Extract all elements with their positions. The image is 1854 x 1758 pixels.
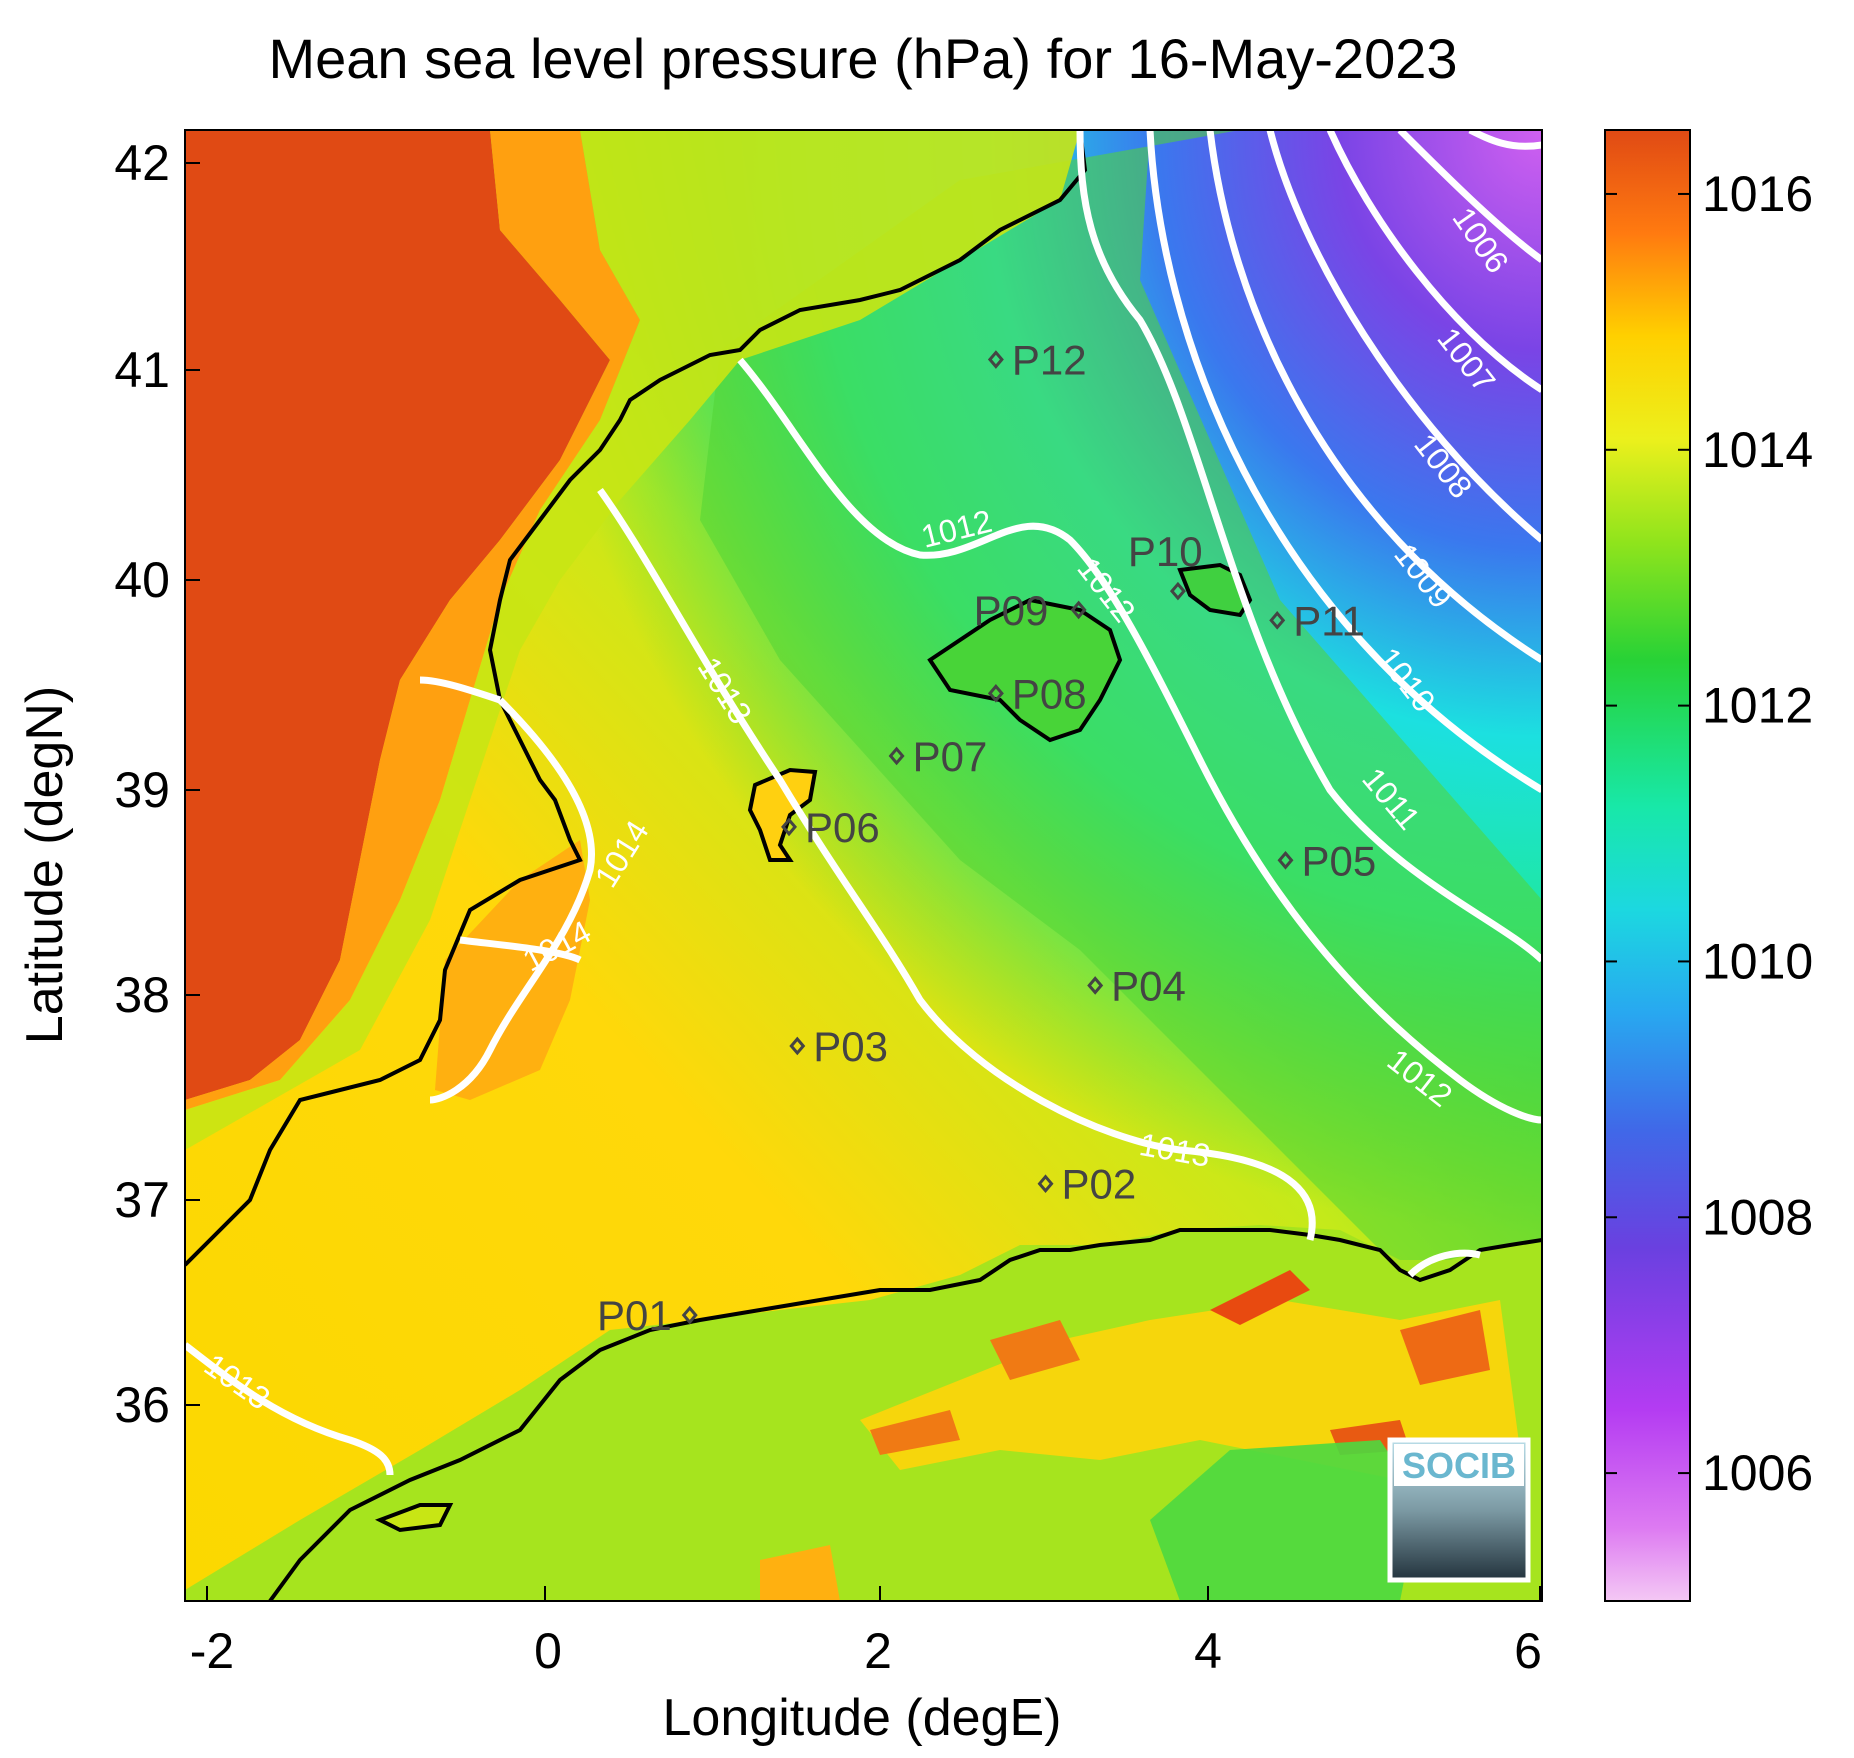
y-tick-label: 42: [114, 135, 170, 191]
point-label: P01: [597, 1292, 672, 1339]
point-label: P09: [974, 587, 1049, 634]
map-area: 1006 1007 1008 1009 1010 1011 1012 1012 …: [185, 130, 1542, 1601]
colorbar-tick-label: 1014: [1702, 422, 1813, 478]
point-label: P07: [913, 733, 988, 780]
point-marker-p06: [781, 817, 798, 837]
y-tick-label: 37: [114, 1172, 170, 1228]
colorbar-gradient: [1604, 129, 1691, 1602]
point-marker-p02: [1037, 1174, 1054, 1194]
point-marker-p05: [1277, 850, 1294, 870]
y-tick-label: 36: [114, 1377, 170, 1433]
y-axis-label: Latitude (degN): [16, 686, 74, 1044]
point-label: P04: [1111, 962, 1186, 1009]
x-tick-label: 2: [864, 1623, 892, 1679]
y-tick-label: 41: [114, 342, 170, 398]
colorbar-tick-label: 1016: [1702, 166, 1813, 222]
point-label: P06: [805, 804, 880, 851]
point-label: P08: [1012, 670, 1087, 717]
isobar-contours: [185, 130, 1542, 1476]
point-label: P03: [813, 1023, 888, 1070]
x-axis-label: Longitude (degE): [663, 1689, 1062, 1747]
x-tick-label: 0: [534, 1623, 562, 1679]
colorbar-tick-label: 1008: [1702, 1189, 1813, 1245]
x-tick-label: 4: [1194, 1623, 1222, 1679]
point-marker-p11: [1269, 611, 1286, 630]
colorbar-ticks: 1016 1014 1012 1010 1008 1006: [1605, 166, 1813, 1501]
colorbar: 1016 1014 1012 1010 1008 1006: [1604, 129, 1813, 1602]
point-label: P11: [1293, 597, 1365, 644]
point-marker-p01: [681, 1305, 698, 1325]
socib-logo: SOCIB: [1387, 1437, 1531, 1583]
logo-text: SOCIB: [1402, 1445, 1516, 1486]
y-tick-label: 40: [114, 552, 170, 608]
point-label: P05: [1301, 837, 1376, 884]
point-label: P12: [1012, 337, 1087, 384]
point-marker-p07: [888, 746, 905, 766]
x-axis: -2 0 2 4 6 Longitude (degE): [190, 1586, 1542, 1747]
point-marker-p03: [789, 1036, 806, 1056]
colorbar-tick-label: 1006: [1702, 1445, 1813, 1501]
point-marker-p12: [987, 350, 1004, 369]
point-markers: P01 P02 P03 P04 P05 P06 P07 P08 P09 P10 P11 P12: [597, 337, 1376, 1340]
chart-title: Mean sea level pressure (hPa) for 16-May…: [268, 27, 1457, 90]
y-axis: 42 41 40 39 38 37 36 Latitude (degN): [16, 135, 200, 1433]
y-tick-label: 39: [114, 762, 170, 818]
point-label: P10: [1128, 528, 1203, 575]
point-label: P02: [1062, 1161, 1137, 1208]
y-tick-label: 38: [114, 967, 170, 1023]
point-marker-p10: [1169, 581, 1186, 601]
colorbar-tick-label: 1012: [1702, 678, 1813, 734]
point-marker-p09: [1070, 600, 1087, 620]
plot-frame: [184, 129, 1543, 1602]
point-marker-p04: [1087, 976, 1104, 995]
x-tick-label: -2: [190, 1623, 234, 1679]
x-tick-label: 6: [1514, 1623, 1542, 1679]
point-marker-p08: [987, 684, 1004, 703]
colorbar-tick-label: 1010: [1702, 933, 1813, 989]
